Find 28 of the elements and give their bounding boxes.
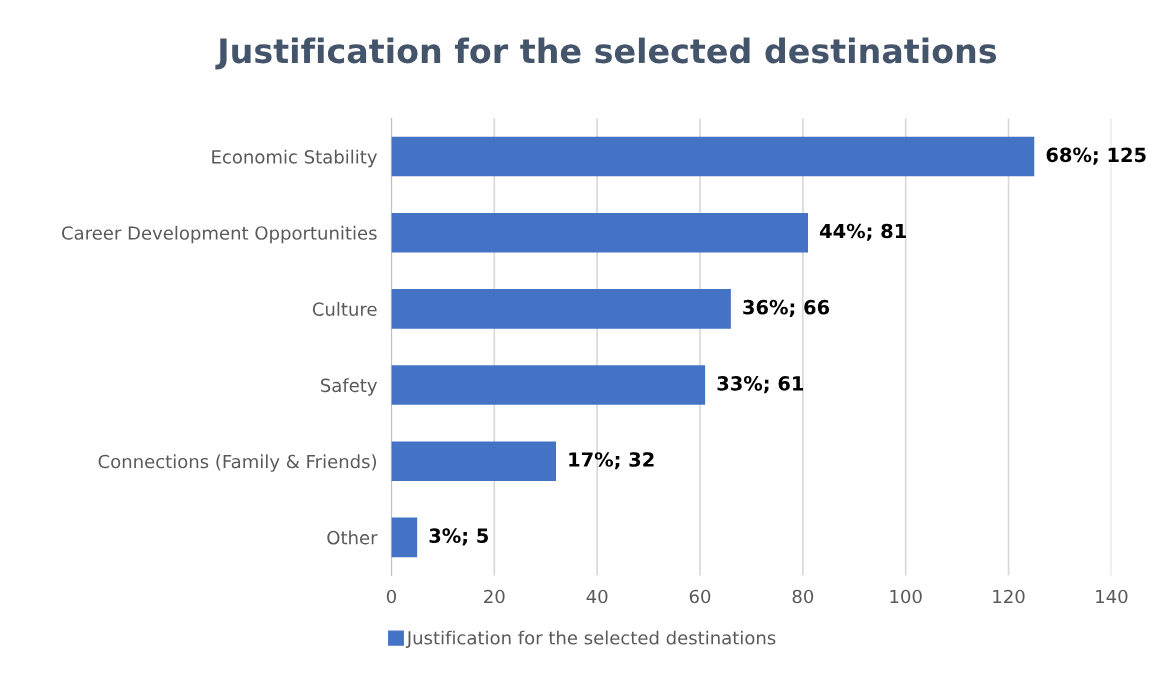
x-tick-label: 100 <box>890 589 922 604</box>
bar <box>391 136 1035 177</box>
data-label: 68%; 125 <box>1046 147 1146 165</box>
data-label: 3%; 5 <box>429 528 488 546</box>
bar <box>391 441 556 482</box>
legend-label: Justification for the selected destinations <box>405 630 776 648</box>
chart-title: Justification for the selected destinations <box>215 37 997 70</box>
x-tick-label: 0 <box>386 589 396 604</box>
y-tick-label: Other <box>327 530 378 545</box>
x-tick-label: 140 <box>1096 589 1128 604</box>
y-tick-label: Career Development Opportunities <box>62 225 377 244</box>
bar <box>391 212 808 253</box>
x-tick-label: 60 <box>689 589 711 604</box>
x-tick-label: 20 <box>484 589 505 604</box>
y-tick-label: Connections (Family & Friends) <box>98 454 376 472</box>
data-label: 36%; 66 <box>743 299 830 318</box>
bar <box>391 289 731 329</box>
y-tick-label: Safety <box>320 378 378 396</box>
x-tick-label: 80 <box>792 589 814 604</box>
data-label: 44%; 81 <box>819 223 906 241</box>
data-label: 17%; 32 <box>569 452 654 470</box>
x-tick-label: 40 <box>586 589 608 604</box>
y-tick-label: Economic Stability <box>212 149 378 168</box>
y-tick-label: Culture <box>312 302 377 316</box>
x-tick-label: 120 <box>993 589 1025 604</box>
data-label: 33%; 61 <box>717 375 804 394</box>
bar <box>391 365 706 405</box>
bar <box>391 517 418 558</box>
